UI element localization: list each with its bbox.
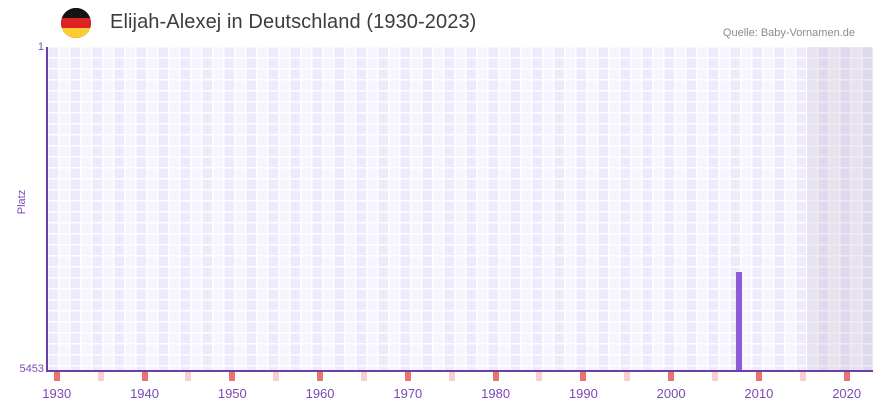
x-tick-2010 bbox=[755, 372, 762, 381]
y-axis-title: Platz bbox=[16, 189, 28, 215]
x-tick-minor-1945 bbox=[185, 372, 192, 381]
x-tick-minor-1975 bbox=[448, 372, 455, 381]
flag-band-red bbox=[61, 17, 91, 28]
x-tick-minor-1955 bbox=[273, 372, 280, 381]
x-axis-line bbox=[46, 370, 873, 372]
x-tick-1930 bbox=[53, 372, 60, 381]
x-tick-minor-2005 bbox=[712, 372, 719, 381]
x-tick-minor-1965 bbox=[360, 372, 367, 381]
source-attribution: Quelle: Baby-Vornamen.de bbox=[722, 27, 855, 39]
chart-header: Elijah-Alexej in Deutschland (1930-2023)… bbox=[0, 0, 873, 45]
x-tick-2000 bbox=[668, 372, 675, 381]
x-tick-2020 bbox=[843, 372, 850, 381]
x-tick-minor-1985 bbox=[536, 372, 543, 381]
x-tick-label-2000: 2000 bbox=[656, 386, 686, 401]
german-flag-icon bbox=[61, 8, 91, 38]
x-tick-1950 bbox=[229, 372, 236, 381]
flag-band-black bbox=[61, 8, 91, 18]
bar-2014[interactable] bbox=[736, 272, 742, 370]
x-tick-minor-1995 bbox=[624, 372, 631, 381]
forecast-shaded-region bbox=[807, 47, 873, 370]
x-tick-label-1960: 1960 bbox=[305, 386, 335, 401]
x-tick-1990 bbox=[580, 372, 587, 381]
x-tick-1980 bbox=[492, 372, 499, 381]
y-tick-label-bottom: 5453 bbox=[19, 363, 44, 375]
x-tick-label-2020: 2020 bbox=[832, 386, 862, 401]
plot-area bbox=[48, 47, 873, 370]
x-tick-label-1970: 1970 bbox=[393, 386, 423, 401]
x-tick-minor-2015 bbox=[799, 372, 806, 381]
x-tick-label-1940: 1940 bbox=[130, 386, 159, 401]
chart-title: Elijah-Alexej in Deutschland (1930-2023) bbox=[110, 11, 477, 33]
x-tick-label-1990: 1990 bbox=[568, 386, 598, 401]
x-tick-label-2010: 2010 bbox=[744, 386, 774, 401]
x-tick-label-1930: 1930 bbox=[42, 386, 72, 401]
flag-band-gold bbox=[61, 27, 91, 38]
y-axis-line bbox=[46, 47, 48, 372]
x-tick-1940 bbox=[141, 372, 148, 381]
x-tick-label-1980: 1980 bbox=[481, 386, 511, 401]
x-tick-1960 bbox=[317, 372, 324, 381]
x-tick-1970 bbox=[404, 372, 411, 381]
y-tick-label-top: 1 bbox=[37, 41, 44, 53]
x-tick-label-1950: 1950 bbox=[217, 386, 247, 401]
x-tick-minor-1935 bbox=[97, 372, 104, 381]
